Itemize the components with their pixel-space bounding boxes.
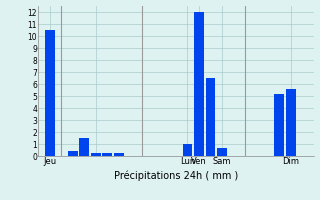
- Bar: [217, 148, 227, 156]
- Bar: [68, 151, 78, 156]
- Bar: [102, 153, 112, 156]
- Bar: [205, 78, 215, 156]
- Bar: [45, 30, 55, 156]
- Bar: [91, 153, 100, 156]
- Bar: [114, 153, 124, 156]
- Bar: [183, 144, 192, 156]
- Bar: [194, 12, 204, 156]
- Bar: [274, 94, 284, 156]
- Bar: [286, 89, 296, 156]
- Bar: [79, 138, 89, 156]
- X-axis label: Précipitations 24h ( mm ): Précipitations 24h ( mm ): [114, 171, 238, 181]
